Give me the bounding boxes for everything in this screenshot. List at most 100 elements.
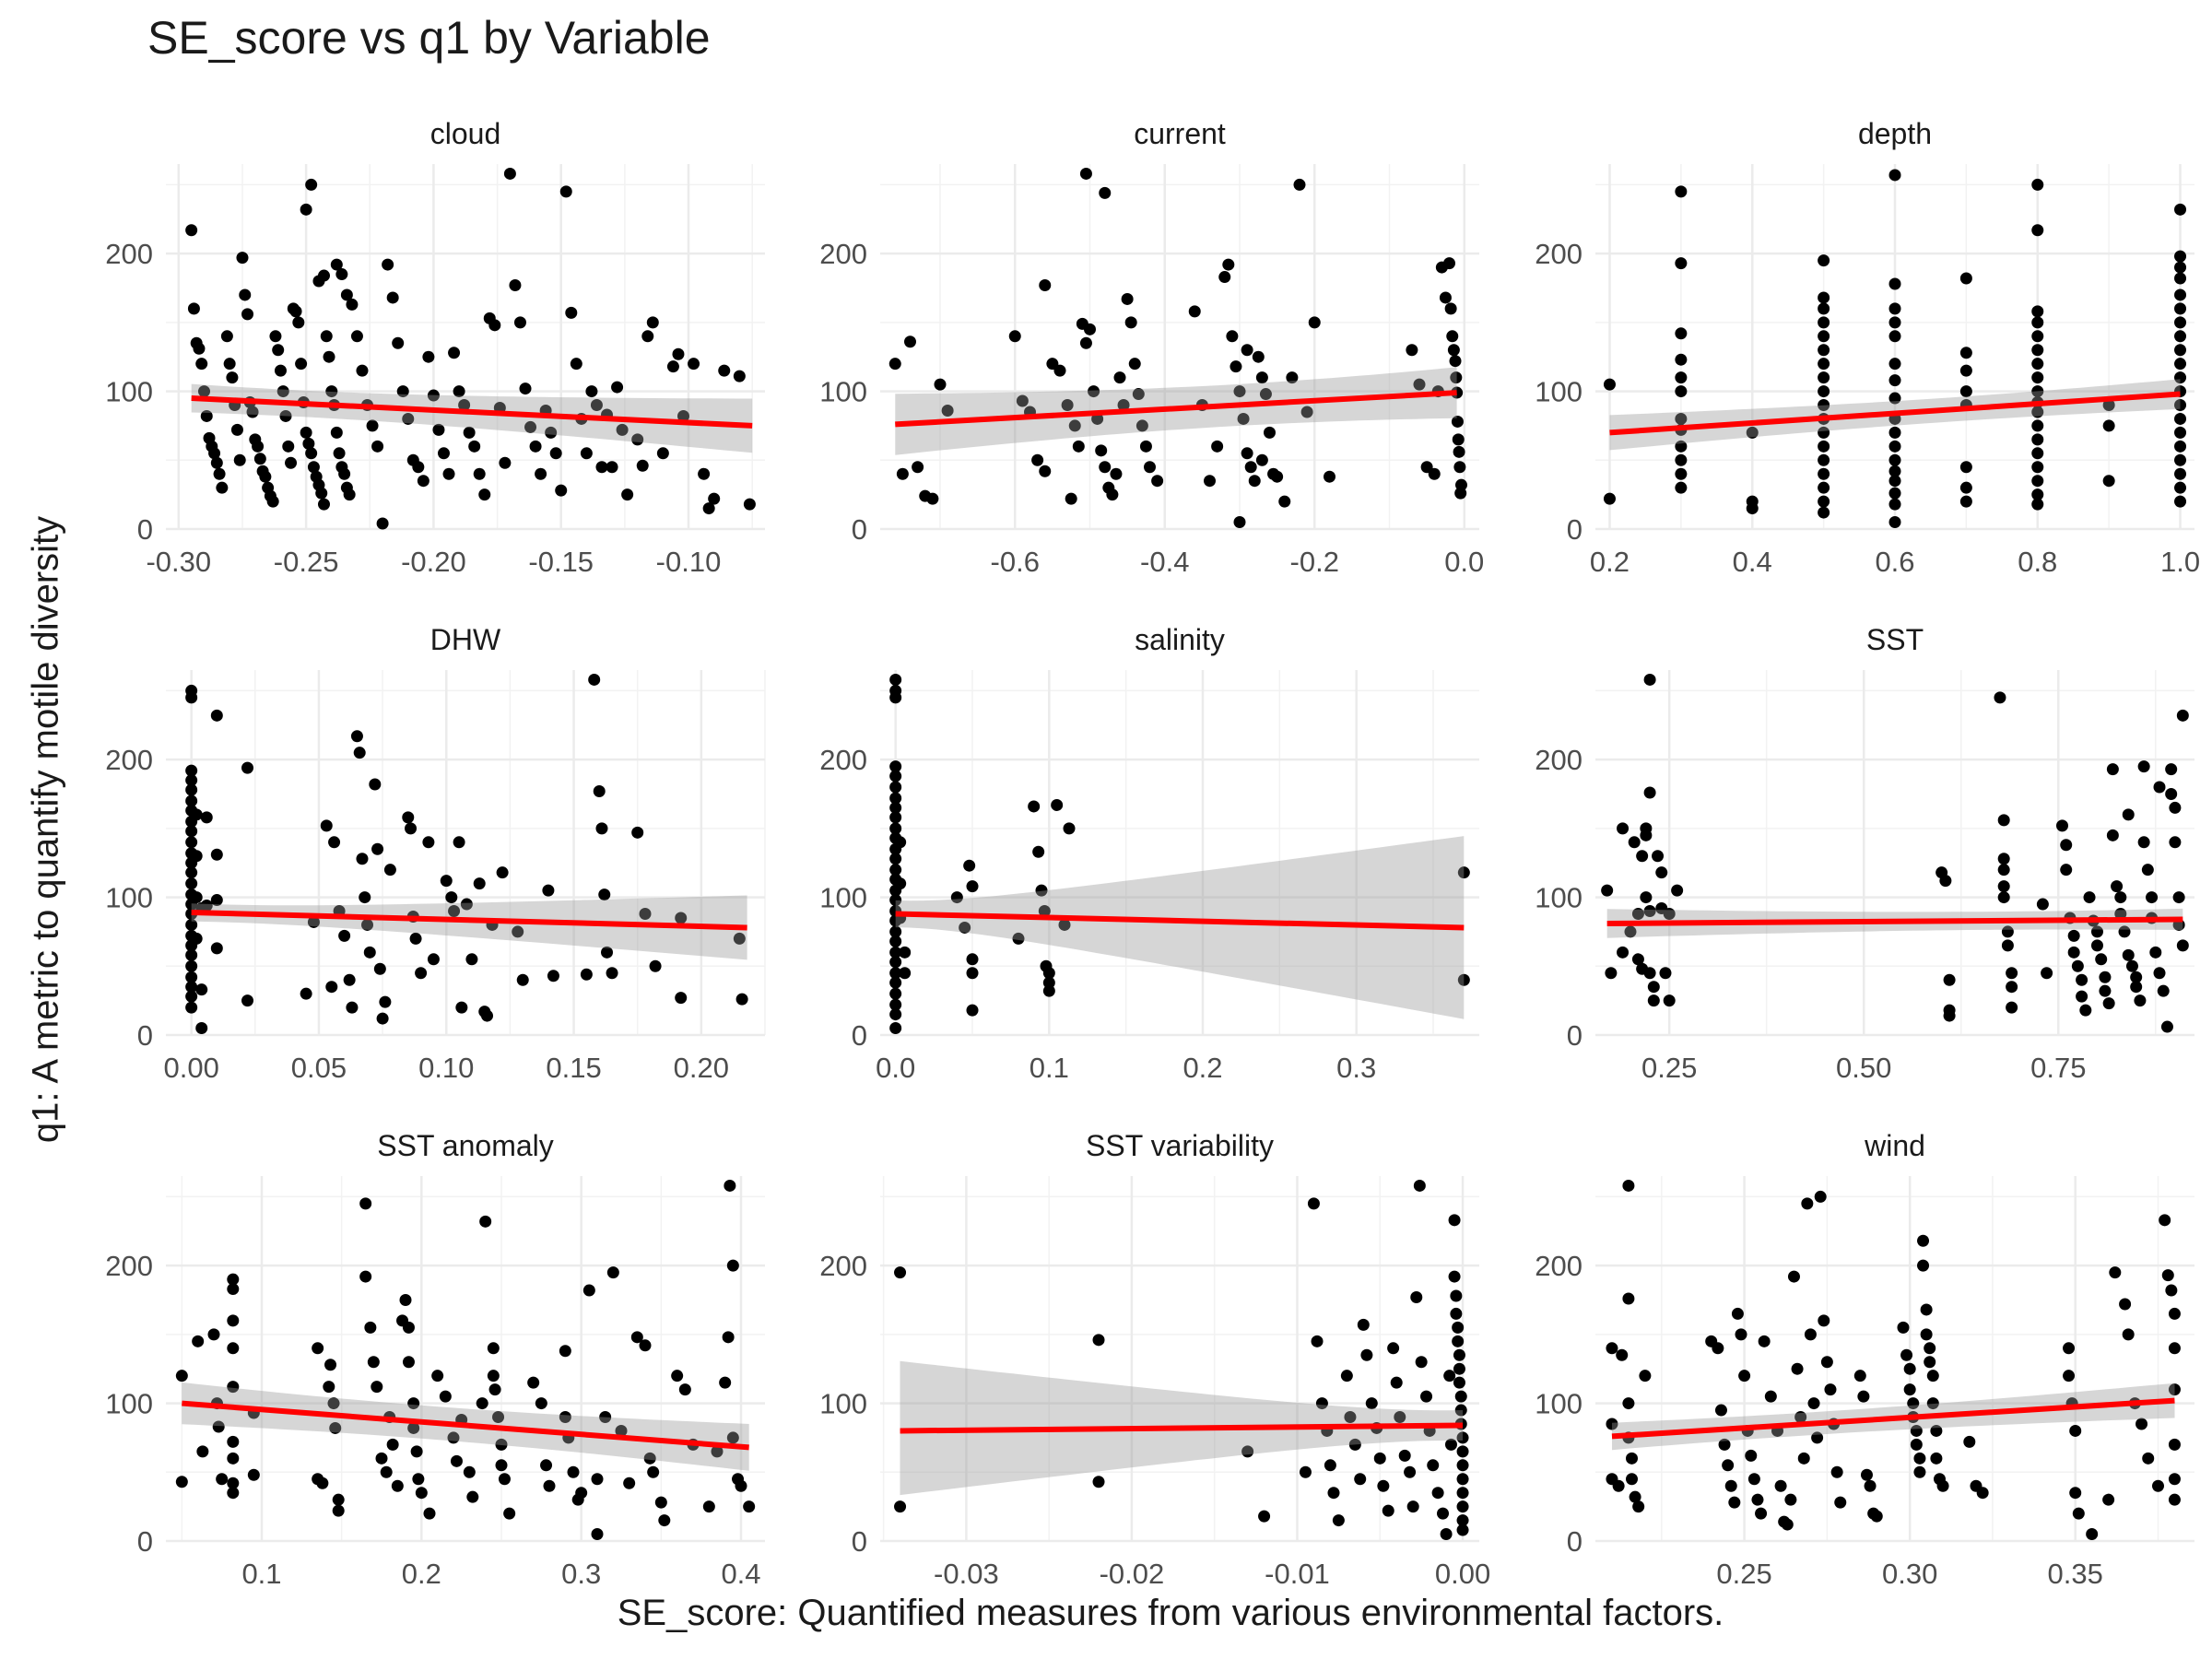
y-tick-label: 0 xyxy=(1567,513,1583,546)
x-tick-label: -0.02 xyxy=(1100,1558,1165,1590)
data-point xyxy=(2031,344,2044,357)
data-point xyxy=(718,364,731,377)
data-point xyxy=(190,932,203,945)
data-point xyxy=(1797,1452,1810,1465)
data-point xyxy=(1675,353,1688,366)
data-point xyxy=(711,1445,724,1458)
x-tick-label: 0.30 xyxy=(1882,1558,1937,1590)
data-point xyxy=(185,866,198,879)
facet-label-wind: wind xyxy=(1864,1129,1925,1162)
data-point xyxy=(335,268,348,281)
data-point xyxy=(427,953,440,966)
data-point xyxy=(1643,967,1656,980)
data-point xyxy=(2153,967,2166,980)
data-point xyxy=(274,364,287,377)
x-tick-label: 0.8 xyxy=(2018,546,2057,578)
data-point xyxy=(621,488,634,501)
data-point xyxy=(1997,880,2010,893)
y-tick-label: 100 xyxy=(1535,376,1583,408)
data-point xyxy=(409,932,422,945)
y-tick-label: 200 xyxy=(1535,744,1583,776)
data-point xyxy=(338,929,351,942)
data-point xyxy=(606,967,618,980)
data-point xyxy=(1387,1342,1400,1355)
data-point xyxy=(325,981,338,994)
data-point xyxy=(2031,316,2044,329)
data-point xyxy=(210,709,223,722)
data-point xyxy=(1431,1487,1444,1500)
data-point xyxy=(320,819,333,832)
data-point xyxy=(1293,178,1306,191)
data-point xyxy=(2031,406,2044,418)
data-point xyxy=(1051,798,1064,811)
data-point xyxy=(1450,1289,1463,1302)
data-point xyxy=(1738,1370,1751,1382)
data-point xyxy=(2122,948,2135,961)
data-point xyxy=(417,475,429,488)
data-point xyxy=(1888,277,1901,290)
x-tick-label: 1.0 xyxy=(2160,546,2200,578)
data-point xyxy=(448,905,461,918)
data-point xyxy=(193,342,206,355)
x-tick-label: 0.1 xyxy=(241,1558,281,1590)
data-point xyxy=(1888,426,1901,439)
data-point xyxy=(2168,1307,2181,1320)
data-point xyxy=(1647,981,1660,994)
data-point xyxy=(1652,850,1665,863)
data-point xyxy=(1390,1376,1403,1389)
data-point xyxy=(2031,488,2044,501)
data-point xyxy=(325,385,338,398)
data-point xyxy=(315,487,328,500)
data-point xyxy=(1997,864,2010,877)
data-point xyxy=(1447,344,1460,357)
data-point xyxy=(1622,1397,1635,1410)
y-tick-label: 200 xyxy=(1535,1250,1583,1282)
data-point xyxy=(966,953,979,966)
data-point xyxy=(1818,358,1830,371)
data-point xyxy=(1943,973,1956,986)
data-point xyxy=(1053,364,1066,377)
data-point xyxy=(1113,371,1126,384)
data-point xyxy=(375,1452,388,1465)
data-point xyxy=(1663,907,1676,920)
data-point xyxy=(1764,1390,1777,1403)
data-point xyxy=(1728,1496,1741,1509)
data-point xyxy=(1456,1431,1469,1444)
data-point xyxy=(468,440,481,453)
data-point xyxy=(549,447,562,460)
data-point xyxy=(252,440,265,453)
data-point xyxy=(1453,1362,1465,1375)
data-point xyxy=(460,898,473,911)
regression-line xyxy=(191,910,747,931)
data-point xyxy=(478,488,491,501)
facet-label-current: current xyxy=(1134,117,1226,150)
data-point xyxy=(359,1270,372,1283)
data-point xyxy=(292,316,305,329)
data-point xyxy=(1241,447,1253,460)
data-point xyxy=(190,850,203,863)
data-point xyxy=(889,673,902,686)
data-point xyxy=(227,1342,240,1355)
data-point xyxy=(2168,1383,2181,1396)
y-tick-label: 0 xyxy=(137,513,153,546)
data-point xyxy=(1910,1438,1923,1451)
data-point xyxy=(195,358,208,371)
data-point xyxy=(570,358,582,371)
data-point xyxy=(1255,371,1268,384)
y-axis-title: q1: A metric to quantify motile diversit… xyxy=(25,515,66,1144)
data-point xyxy=(1061,399,1074,412)
data-point xyxy=(2130,981,2143,994)
data-point xyxy=(1787,1270,1800,1283)
data-point xyxy=(383,864,396,877)
data-point xyxy=(253,453,266,465)
data-point xyxy=(672,347,685,360)
data-point xyxy=(2165,1284,2178,1297)
data-point xyxy=(210,848,223,861)
data-point xyxy=(350,730,363,743)
data-point xyxy=(382,258,394,271)
data-point xyxy=(2090,925,2103,938)
data-point xyxy=(1307,1197,1320,1210)
data-point xyxy=(1631,953,1644,966)
data-point xyxy=(359,1197,372,1210)
